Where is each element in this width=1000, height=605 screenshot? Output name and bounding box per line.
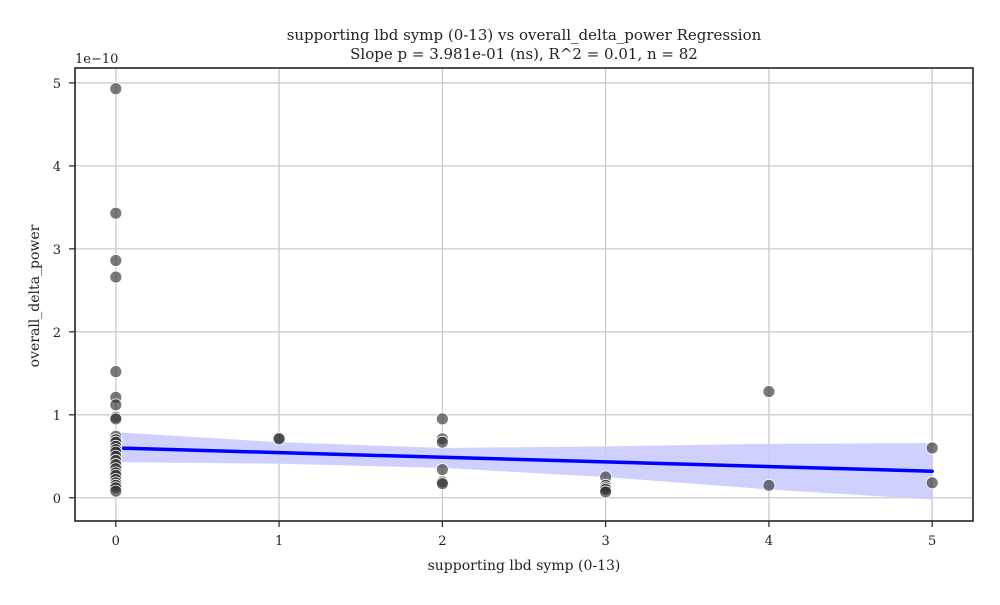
scatter-point bbox=[109, 365, 123, 379]
scatter-point bbox=[109, 398, 123, 412]
regression-line bbox=[114, 446, 934, 473]
x-tick-label: 1 bbox=[275, 534, 283, 549]
x-tick-label: 5 bbox=[928, 534, 936, 549]
grid-layer bbox=[75, 68, 973, 521]
confidence-band-layer bbox=[115, 432, 933, 500]
scatter-point bbox=[109, 484, 123, 498]
scatter-point bbox=[109, 82, 123, 96]
x-tick-label: 0 bbox=[112, 534, 120, 549]
plot-frame bbox=[74, 67, 974, 522]
scatter-point bbox=[435, 435, 449, 449]
x-tick-label: 3 bbox=[601, 534, 609, 549]
x-tick-label: 2 bbox=[438, 534, 446, 549]
y-tick-label: 1 bbox=[53, 409, 61, 424]
x-tick-label: 4 bbox=[765, 534, 773, 549]
scatter-point bbox=[109, 206, 123, 220]
x-axis-label: supporting lbd symp (0-13) bbox=[428, 558, 621, 574]
scatter-point bbox=[435, 477, 449, 491]
scatter-point bbox=[435, 412, 449, 426]
scatter-point bbox=[762, 478, 776, 492]
y-axis-ticks: 0 1 2 3 4 5 bbox=[53, 77, 75, 507]
x-axis-ticks: 0 1 2 3 4 5 bbox=[112, 521, 936, 549]
regression-line-layer bbox=[114, 446, 934, 473]
y-tick-label: 4 bbox=[53, 160, 61, 175]
scatter-point bbox=[435, 463, 449, 476]
data-points-layer bbox=[109, 82, 939, 499]
confidence-band bbox=[115, 432, 933, 500]
scatter-point bbox=[109, 270, 123, 284]
scatter-point bbox=[599, 485, 613, 499]
scatter-point bbox=[762, 385, 776, 398]
chart-title: supporting lbd symp (0-13) vs overall_de… bbox=[287, 26, 762, 44]
y-tick-label: 5 bbox=[53, 77, 61, 92]
scatter-point bbox=[109, 412, 123, 426]
y-tick-label: 3 bbox=[53, 243, 61, 258]
scatter-point bbox=[109, 254, 123, 267]
y-axis-offset-label: 1e−10 bbox=[75, 52, 118, 67]
scatter-point bbox=[925, 441, 939, 455]
y-tick-label: 0 bbox=[53, 492, 61, 507]
chart-subtitle: Slope p = 3.981e-01 (ns), R^2 = 0.01, n … bbox=[350, 45, 698, 63]
y-tick-label: 2 bbox=[53, 326, 61, 341]
scatter-point bbox=[925, 476, 939, 490]
scatter-point bbox=[272, 432, 286, 446]
y-axis-label: overall_delta_power bbox=[27, 224, 43, 367]
